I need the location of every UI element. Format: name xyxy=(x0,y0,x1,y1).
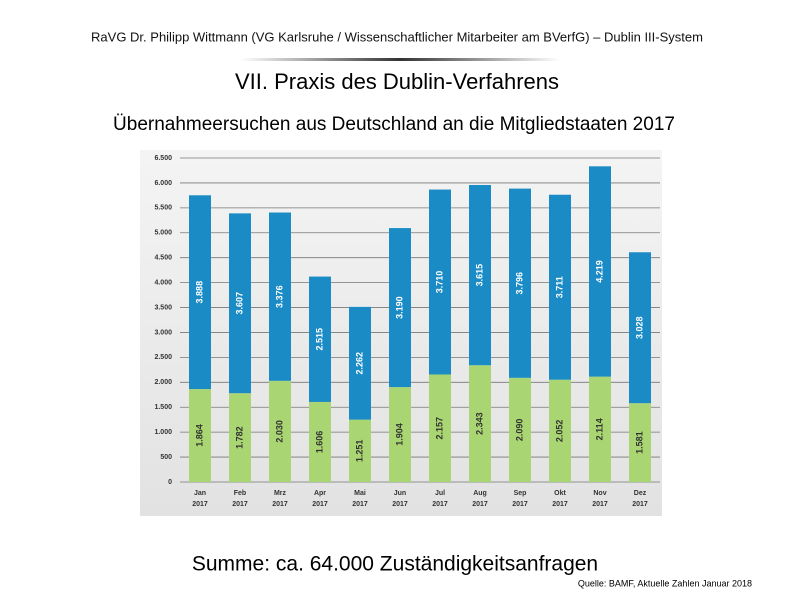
bar-segment xyxy=(469,365,491,482)
bar-segment xyxy=(509,188,531,378)
x-tick-label: Nov 2017 xyxy=(592,490,608,508)
value-label: 3.615 xyxy=(474,264,484,287)
y-tick-label: 2.500 xyxy=(154,354,172,361)
bar-segment xyxy=(269,380,291,482)
bar-segment xyxy=(349,419,371,482)
bar-segment xyxy=(509,377,531,482)
bar-segment xyxy=(309,276,331,402)
bar-segment xyxy=(589,376,611,482)
value-label: 1.606 xyxy=(314,431,324,454)
x-tick-label: Okt 2017 xyxy=(552,490,568,508)
y-tick-label: 6.500 xyxy=(154,155,172,162)
value-label: 2.052 xyxy=(554,420,564,443)
value-label: 3.607 xyxy=(234,292,244,315)
value-label: 3.888 xyxy=(194,281,204,304)
y-tick-label: 1.500 xyxy=(154,404,172,411)
value-label: 2.114 xyxy=(594,418,604,440)
plot: 0 500 1.000 1.500 2.000 2.500 3.000 3.500 4.000 4… xyxy=(154,155,660,508)
value-label: 1.782 xyxy=(234,426,244,449)
chart-title: Übernahmeersuchen aus Deutschland an die… xyxy=(113,114,675,135)
summary: Summe: ca. 64.000 Zuständigkeitsanfragen xyxy=(192,553,598,576)
bar-segment xyxy=(189,389,211,482)
x-tick-label: Jun 2017 xyxy=(392,490,408,508)
bar-segment xyxy=(309,401,331,482)
x-tick-label: Mai 2017 xyxy=(352,490,368,508)
x-tick-label: Apr 2017 xyxy=(312,490,328,508)
value-label: 1.864 xyxy=(194,424,204,447)
x-tick-label: Mrz 2017 xyxy=(272,490,288,508)
header: RaVG Dr. Philipp Wittmann (VG Karlsruhe … xyxy=(91,29,703,44)
y-tick-label: 5.000 xyxy=(154,230,172,237)
value-label: 2.515 xyxy=(314,328,324,351)
y-tick-label: 3.500 xyxy=(154,304,172,311)
bar-segment xyxy=(229,213,251,394)
value-label: 1.251 xyxy=(354,440,364,463)
bar-segment xyxy=(629,403,651,482)
value-label: 2.090 xyxy=(514,419,524,442)
x-tick-label: Jul 2017 xyxy=(432,490,448,508)
x-tick-label: Feb 2017 xyxy=(232,490,248,508)
value-label: 2.157 xyxy=(434,417,444,440)
x-tick-label: Aug 2017 xyxy=(472,490,488,508)
bar-segment xyxy=(429,189,451,375)
value-label: 1.904 xyxy=(394,423,404,446)
bar-segment xyxy=(269,212,291,381)
value-label: 3.796 xyxy=(514,272,524,295)
bar-segment xyxy=(389,228,411,388)
bar-segment xyxy=(349,306,371,420)
bar-segment xyxy=(229,393,251,482)
value-label: 3.710 xyxy=(434,271,444,294)
bar-segment xyxy=(549,379,571,482)
value-label: 3.028 xyxy=(634,316,644,339)
y-tick-label: 4.000 xyxy=(154,279,172,286)
bar-segment xyxy=(429,374,451,482)
y-tick-label: 0 xyxy=(168,479,172,486)
value-label: 4.219 xyxy=(594,260,604,283)
bar-segment xyxy=(189,195,211,390)
bar-segment xyxy=(549,194,571,380)
y-tick-label: 500 xyxy=(160,454,172,461)
value-label: 2.262 xyxy=(354,352,364,375)
value-label: 3.190 xyxy=(394,296,404,319)
source: Quelle: BAMF, Aktuelle Zahlen Januar 201… xyxy=(578,578,752,588)
bar-segment xyxy=(469,185,491,366)
bar-segment xyxy=(629,252,651,404)
x-tick-label: Sep 2017 xyxy=(512,490,528,508)
value-label: 3.376 xyxy=(274,285,284,308)
bar-segment xyxy=(589,166,611,377)
value-label: 2.343 xyxy=(474,412,484,435)
value-label: 1.581 xyxy=(634,431,644,454)
rule xyxy=(240,58,560,61)
x-tick-label: Jan 2017 xyxy=(192,490,208,508)
y-tick-label: 5.500 xyxy=(154,205,172,212)
bar-segment xyxy=(389,387,411,482)
x-tick-label: Dez 2017 xyxy=(632,490,648,508)
y-tick-label: 6.000 xyxy=(154,180,172,187)
y-tick-label: 2.000 xyxy=(154,379,172,386)
y-tick-label: 1.000 xyxy=(154,429,172,436)
y-tick-label: 3.000 xyxy=(154,329,172,336)
value-label: 3.711 xyxy=(554,276,564,298)
heading: VII. Praxis des Dublin-Verfahrens xyxy=(235,69,559,94)
y-tick-label: 4.500 xyxy=(154,255,172,262)
value-label: 2.030 xyxy=(274,420,284,443)
